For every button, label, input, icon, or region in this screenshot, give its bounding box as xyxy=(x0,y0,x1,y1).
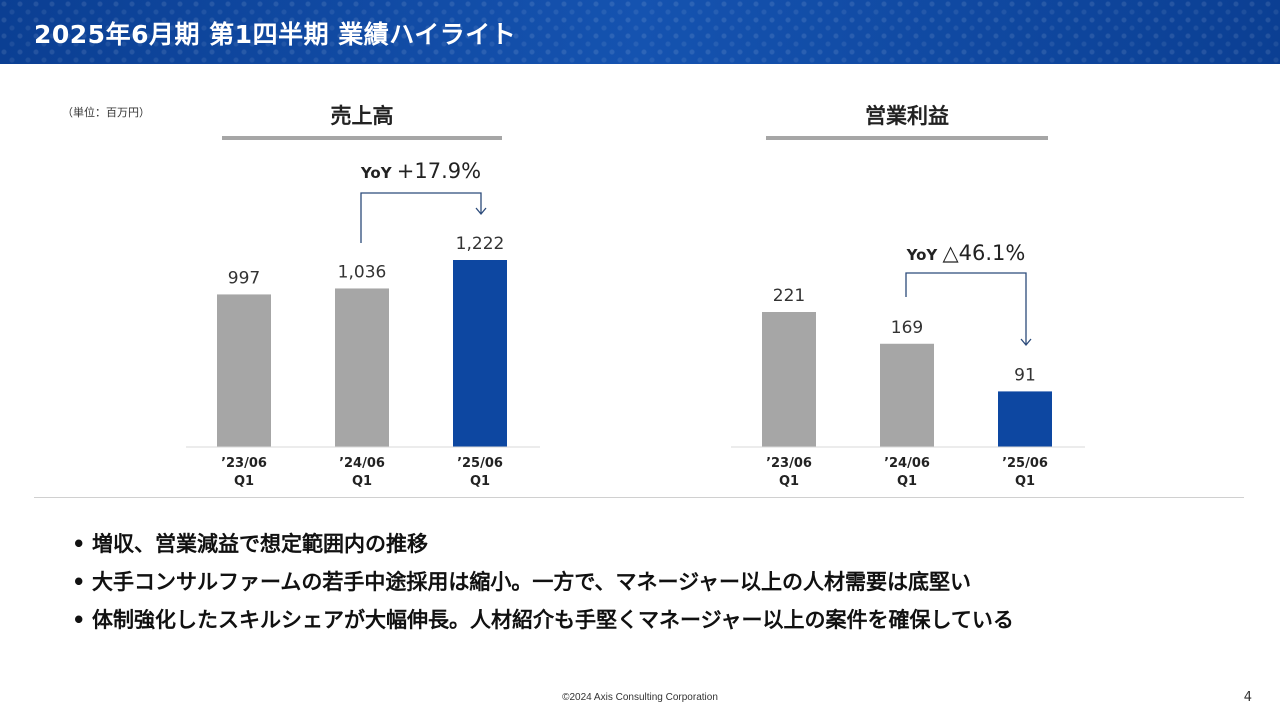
op-profit-bar xyxy=(762,312,816,447)
bullet-item: • 増収、営業減益で想定範囲内の推移 xyxy=(72,525,1014,563)
sales-yoy-arrowhead-icon xyxy=(475,207,487,216)
sales-bar xyxy=(453,260,507,447)
op-profit-bar xyxy=(880,343,934,447)
sales-tick-label: Q1 xyxy=(352,474,372,489)
sales-value-label: 1,222 xyxy=(456,234,505,254)
bullet-item: • 大手コンサルファームの若手中途採用は縮小。一方で、マネージャー以上の人材需要は… xyxy=(72,563,1014,601)
sales-yoy-label: YoY +17.9% xyxy=(360,159,481,183)
op-profit-tick-label: Q1 xyxy=(1015,474,1035,489)
header-banner: 2025年6月期 第1四半期 業績ハイライト xyxy=(0,0,1280,64)
sales-tick-label: ’25/06 xyxy=(457,456,503,471)
copyright: ©2024 Axis Consulting Corporation xyxy=(562,692,718,703)
bullet-list: • 増収、営業減益で想定範囲内の推移 • 大手コンサルファームの若手中途採用は縮小。… xyxy=(72,525,1014,639)
page-number: 4 xyxy=(1243,690,1252,705)
op-profit-title-underline xyxy=(766,136,1048,140)
op-profit-tick-label: ’23/06 xyxy=(766,456,812,471)
bullet-dot-icon: • xyxy=(72,570,86,594)
bullet-dot-icon: • xyxy=(72,532,86,556)
op-profit-bar xyxy=(998,391,1052,447)
sales-tick-label: Q1 xyxy=(234,474,254,489)
bullet-text: 大手コンサルファームの若手中途採用は縮小。一方で、マネージャー以上の人材需要は底… xyxy=(92,570,972,594)
page-title: 2025年6月期 第1四半期 業績ハイライト xyxy=(34,20,517,49)
op-profit-yoy-arrowhead-icon xyxy=(1020,338,1032,347)
op-profit-yoy-bracket xyxy=(905,272,1027,345)
op-profit-value-label: 91 xyxy=(1014,365,1036,385)
sales-yoy-bracket xyxy=(360,192,482,243)
op-profit-tick-label: ’25/06 xyxy=(1002,456,1048,471)
sales-title-underline xyxy=(222,136,502,140)
op-profit-tick-label: Q1 xyxy=(897,474,917,489)
bullet-text: 増収、営業減益で想定範囲内の推移 xyxy=(92,532,428,556)
bullet-item: • 体制強化したスキルシェアが大幅伸長。人材紹介も手堅くマネージャー以上の案件を確… xyxy=(72,601,1014,639)
sales-value-label: 997 xyxy=(228,268,260,288)
bullet-text: 体制強化したスキルシェアが大幅伸長。人材紹介も手堅くマネージャー以上の案件を確保… xyxy=(92,608,1014,632)
sales-tick-label: ’23/06 xyxy=(221,456,267,471)
bar-charts: 997 ’23/06 Q1 1,036 ’24/06 Q1 1,222 ’25/06 Q1 YoY… xyxy=(186,159,1085,489)
op-profit-value-label: 169 xyxy=(891,318,923,338)
op-profit-tick-label: Q1 xyxy=(779,474,799,489)
sales-chart-title: 売上高 xyxy=(330,104,394,128)
unit-label: （単位：百万円） xyxy=(62,106,150,119)
bullet-dot-icon: • xyxy=(72,608,86,632)
sales-bar xyxy=(335,288,389,447)
sales-value-label: 1,036 xyxy=(338,262,387,282)
op-profit-tick-label: ’24/06 xyxy=(884,456,930,471)
op-profit-value-label: 221 xyxy=(773,286,805,306)
sales-tick-label: Q1 xyxy=(470,474,490,489)
sales-tick-label: ’24/06 xyxy=(339,456,385,471)
sales-bar xyxy=(217,294,271,447)
section-divider xyxy=(34,497,1244,498)
op-profit-yoy-label: YoY △46.1% xyxy=(906,241,1026,265)
op-profit-chart-title: 営業利益 xyxy=(865,104,949,128)
